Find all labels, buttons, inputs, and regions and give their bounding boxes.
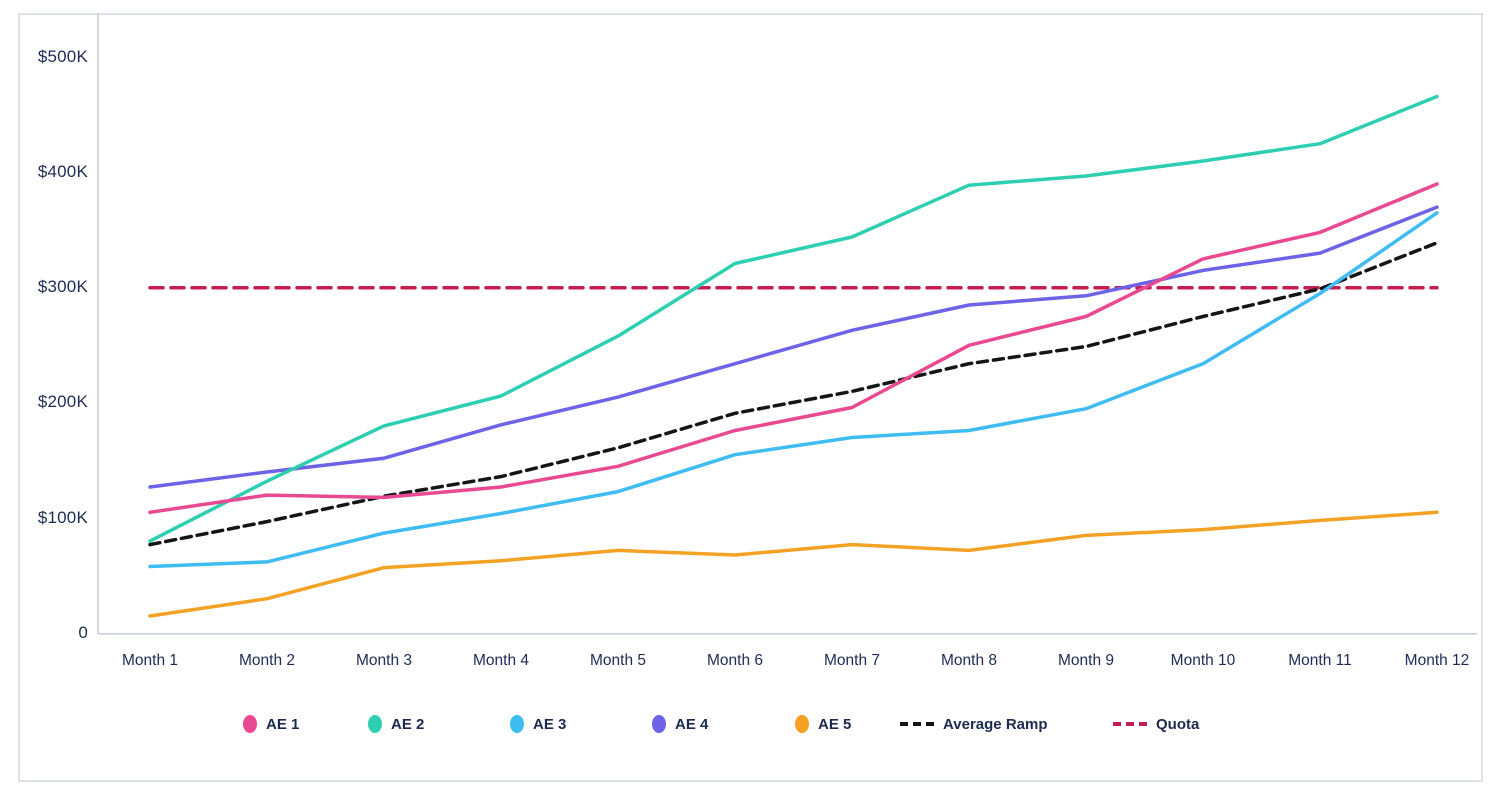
legend: AE 1 AE 2 AE 3 AE 4 AE 5 Average Ramp Qu… [0, 713, 1500, 737]
x-tick-label: Month 6 [706, 652, 763, 669]
legend-item-ae-4: AE 4 [652, 713, 708, 735]
legend-item-ae-2: AE 2 [368, 713, 424, 735]
legend-label: AE 2 [391, 715, 425, 733]
legend-dot-icon [652, 715, 666, 733]
legend-label: AE 5 [818, 715, 852, 733]
legend-dash-icon [1113, 722, 1147, 726]
legend-item-ae-3: AE 3 [510, 713, 566, 735]
y-tick-label: 0 [78, 622, 88, 642]
x-tick-label: Month 2 [238, 652, 295, 669]
legend-label: AE 1 [266, 715, 300, 733]
series-line-ae-3 [148, 211, 1439, 569]
legend-dot-icon [243, 715, 257, 733]
x-tick-label: Month 1 [121, 652, 178, 669]
legend-item-average-ramp: Average Ramp [900, 713, 1048, 735]
y-tick-label: $300K [37, 277, 88, 297]
x-tick-label: Month 12 [1404, 652, 1470, 669]
series-line-average-ramp [148, 241, 1439, 547]
x-tick-label: Month 5 [589, 652, 646, 669]
legend-label: Average Ramp [943, 715, 1048, 733]
series-line-ae-4 [148, 205, 1439, 489]
series-line-ae-2 [148, 94, 1439, 543]
legend-dot-icon [795, 715, 809, 733]
legend-item-ae-5: AE 5 [795, 713, 851, 735]
legend-item-quota: Quota [1113, 713, 1199, 735]
legend-label: AE 3 [533, 715, 567, 733]
legend-dot-icon [510, 715, 524, 733]
legend-label: Quota [1156, 715, 1200, 733]
y-tick-label: $500K [37, 46, 88, 66]
x-tick-label: Month 3 [355, 652, 412, 669]
y-tick-label: $200K [37, 392, 88, 412]
x-tick-label: Month 4 [472, 652, 529, 669]
x-tick-label: Month 7 [823, 652, 880, 669]
legend-dash-icon [900, 722, 934, 726]
legend-dot-icon [368, 715, 382, 733]
series-line-ae-1 [148, 182, 1439, 515]
x-tick-label: Month 8 [940, 652, 997, 669]
x-tick-label: Month 10 [1170, 652, 1236, 669]
y-tick-label: $400K [37, 162, 88, 181]
series-line-ae-5 [148, 510, 1439, 618]
legend-item-ae-1: AE 1 [243, 713, 299, 735]
x-tick-label: Month 11 [1288, 652, 1352, 669]
chart-card [18, 13, 1483, 782]
x-tick-label: Month 9 [1057, 652, 1114, 669]
legend-label: AE 4 [675, 715, 709, 733]
y-tick-label: $100K [37, 507, 88, 527]
